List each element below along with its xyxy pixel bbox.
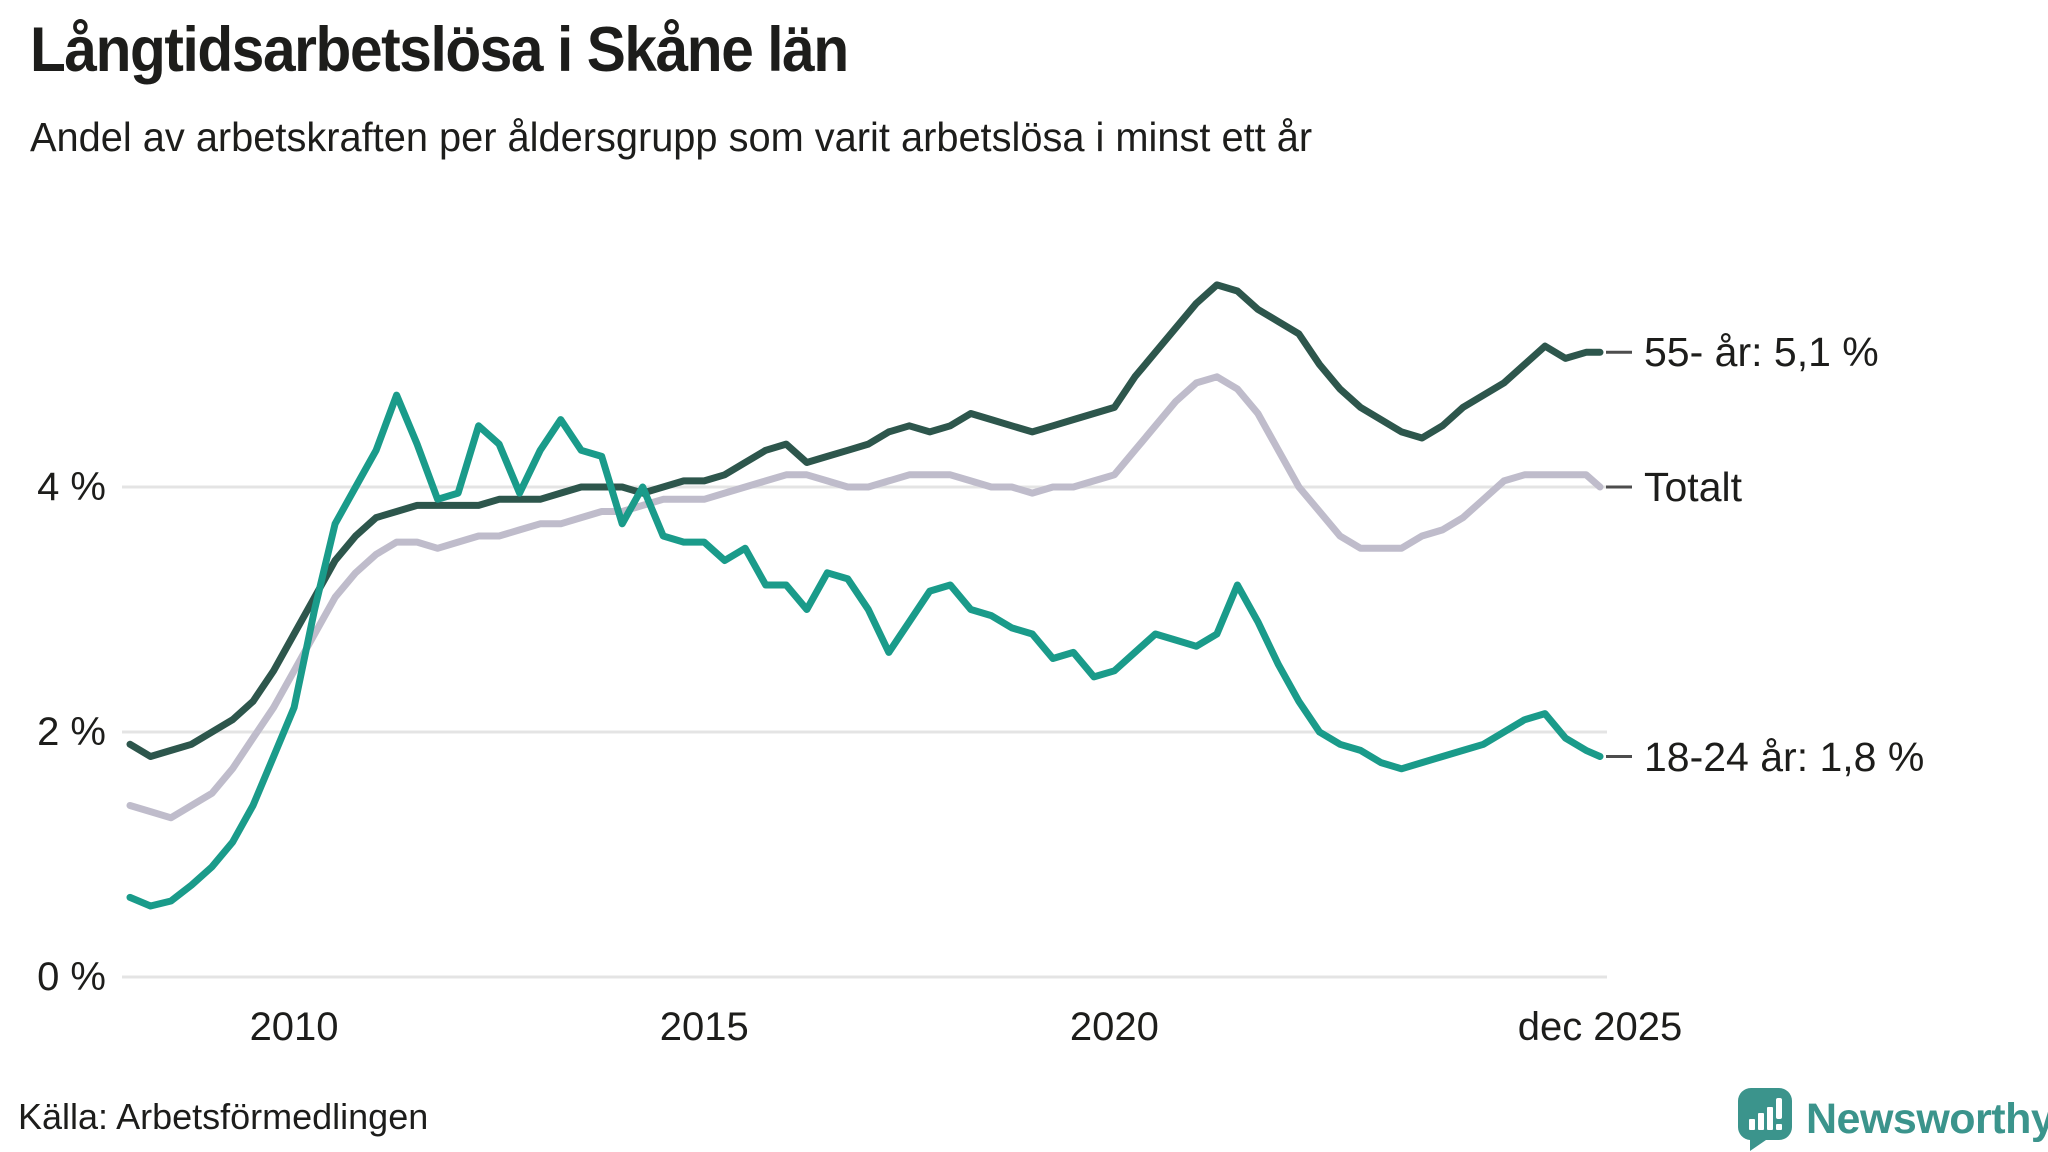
newsworthy-logo-icon (1738, 1088, 1792, 1151)
newsworthy-logo-text: Newsworthy (1806, 1094, 2048, 1143)
chart-title: Långtidsarbetslösa i Skåne län (30, 15, 849, 85)
y-axis-tick-label: 2 % (37, 710, 106, 754)
newsworthy-logo: Newsworthy (1736, 1086, 2048, 1152)
series-end-label-18-24 år: 18-24 år: 1,8 % (1644, 733, 1925, 780)
series-end-label-Totalt: Totalt (1644, 464, 1742, 510)
series-line-55- år (126, 281, 1604, 760)
series-end-label-55- år: 55- år: 5,1 % (1644, 329, 1879, 376)
y-axis-tick-label: 0 % (37, 955, 106, 999)
x-axis-tick-label: dec 2025 (1517, 1005, 1683, 1049)
series-line-Totalt (126, 373, 1604, 822)
series-line-18-24 år (126, 391, 1604, 910)
x-axis-tick-label: 2020 (1069, 1005, 1159, 1049)
source-note: Källa: Arbetsförmedlingen (18, 1096, 429, 1137)
x-axis-tick-label: 2010 (249, 1005, 339, 1049)
y-axis-tick-label: 4 % (37, 465, 106, 509)
chart-subtitle: Andel av arbetskraften per åldersgrupp s… (30, 114, 1313, 160)
x-axis-tick-label: 2015 (659, 1005, 749, 1049)
